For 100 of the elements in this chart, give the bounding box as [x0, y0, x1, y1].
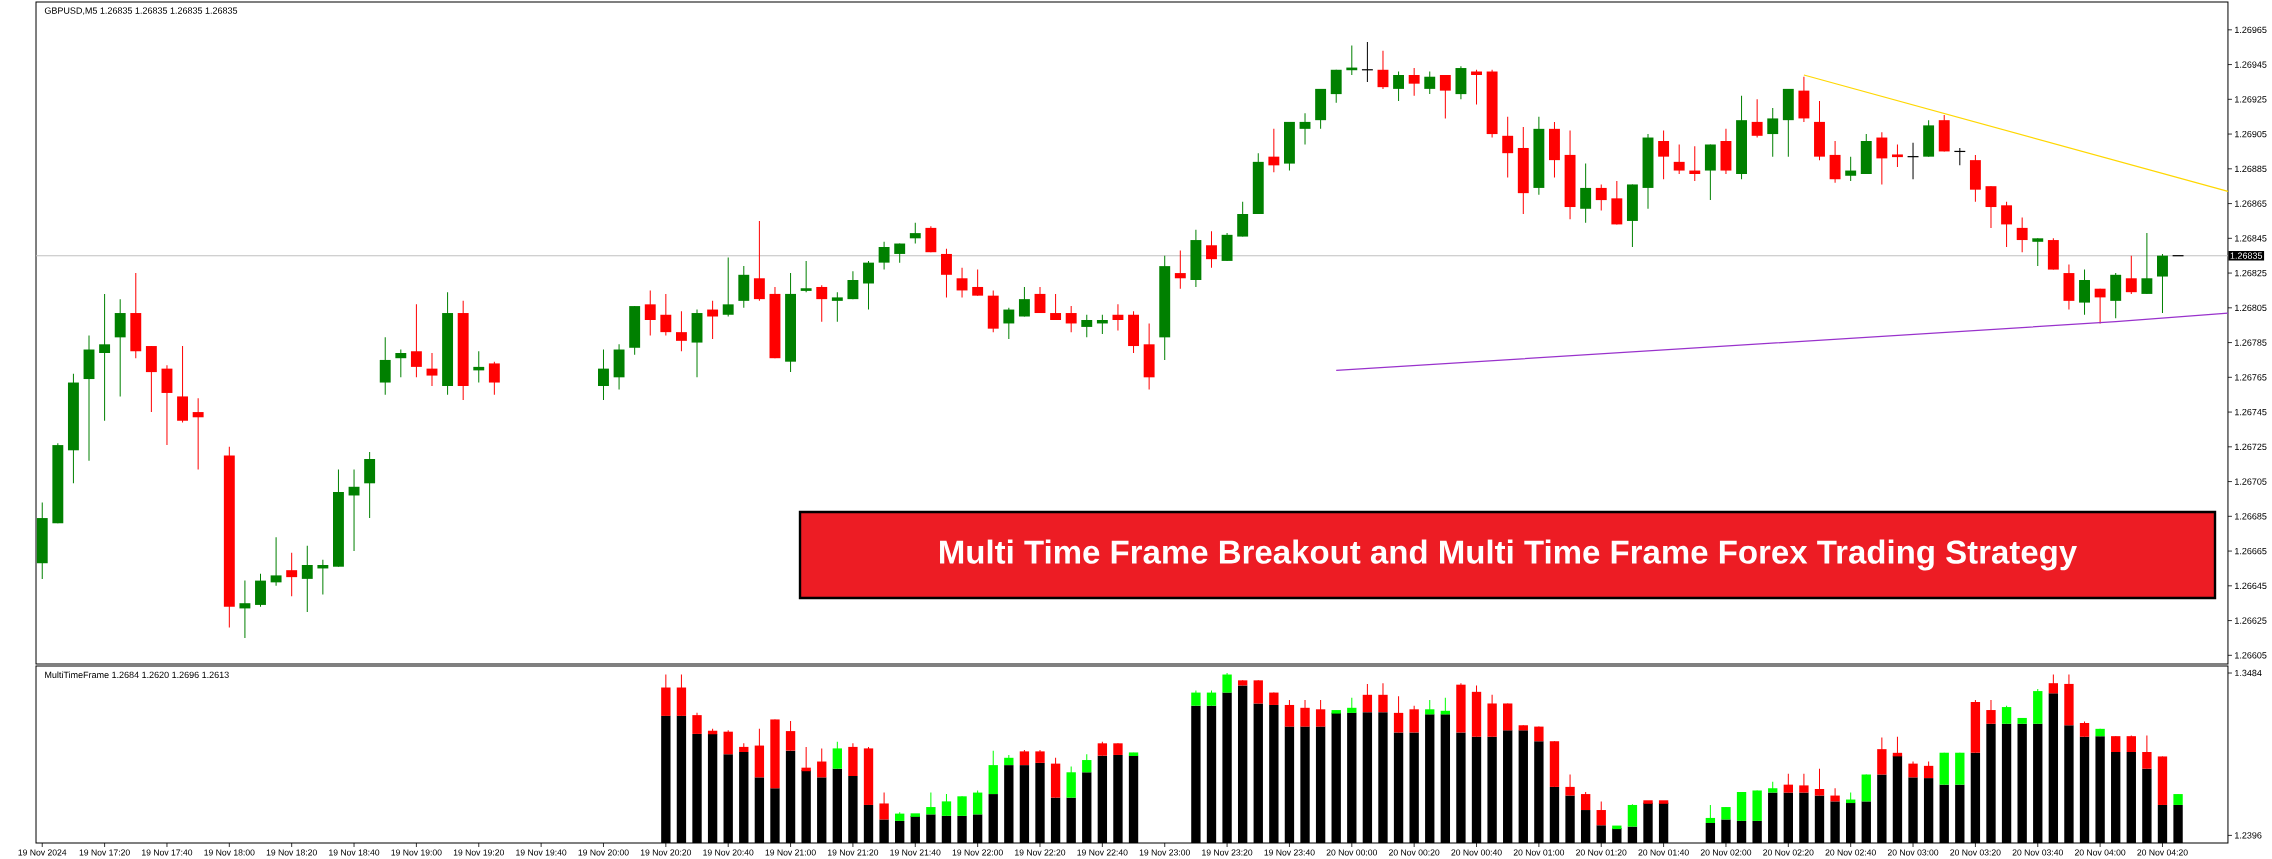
y-tick-label: 1.26605 — [2235, 652, 2267, 659]
x-tick-label: 20 Nov 00:20 — [1389, 849, 1440, 856]
candlestick — [1502, 116, 1514, 179]
x-tick-label: 20 Nov 00:00 — [1326, 849, 1378, 856]
candlestick — [1003, 307, 1015, 340]
candlestick — [878, 241, 890, 271]
candlestick — [972, 269, 984, 297]
candlestick — [817, 747, 827, 778]
candlestick — [270, 536, 282, 587]
candlestick — [1876, 131, 1888, 185]
candlestick — [2094, 288, 2106, 324]
candlestick — [1268, 128, 1280, 173]
x-tick-label: 19 Nov 23:20 — [1202, 849, 1253, 856]
candlestick — [2079, 269, 2090, 316]
candlestick — [1705, 804, 1716, 824]
candlestick — [286, 552, 298, 597]
y-tick-label: 1.26845 — [2235, 235, 2267, 242]
y-tick-label: 1.26745 — [2235, 408, 2267, 416]
text: Multi Time Frame Breakout and Multi Time Frame Forex Trading Strategy — [940, 539, 2077, 571]
y-tick-label: 1.26945 — [2235, 61, 2267, 68]
candlestick — [2016, 216, 2028, 253]
candlestick — [1300, 699, 1310, 728]
y-tick-label: 1.3484 — [2235, 669, 2262, 677]
x-tick-label: 20 Nov 04:20 — [2137, 849, 2188, 856]
candlestick — [1985, 185, 1997, 229]
candlestick — [2032, 237, 2044, 267]
x-tick-label: 20 Nov 03:00 — [1887, 849, 1939, 856]
y-tick-label: 1.2396 — [2235, 832, 2262, 839]
candlestick — [1439, 74, 1451, 119]
x-tick-label: 19 Nov 18:20 — [266, 849, 317, 856]
candlestick — [1596, 800, 1606, 826]
y-tick-label: 1.26905 — [2235, 130, 2267, 138]
candlestick — [1580, 163, 1592, 224]
x-tick-label: 20 Nov 01:20 — [1576, 849, 1627, 856]
candlestick — [192, 397, 204, 470]
candlestick — [831, 291, 843, 323]
candlestick — [707, 300, 719, 340]
y-tick-label: 1.26645 — [2235, 582, 2267, 590]
annotation: MultiTimeFrame 1.2684 1.2620 1.2696 1.2613 — [45, 671, 229, 679]
candlestick — [2157, 253, 2168, 314]
candlestick — [692, 712, 702, 735]
candlestick — [1362, 683, 1373, 713]
y-tick-label: 1.26625 — [2235, 617, 2267, 624]
ref-line-label: 1.26835 — [2230, 252, 2263, 259]
y-tick-label: 1.26865 — [2235, 200, 2267, 207]
x-tick-label: 19 Nov 23:40 — [1264, 849, 1315, 856]
candlestick — [847, 270, 859, 300]
candlestick — [800, 260, 812, 293]
candlestick — [956, 267, 968, 298]
x-tick-label: 19 Nov 17:20 — [79, 849, 130, 856]
candlestick — [816, 284, 828, 323]
candlestick — [1845, 156, 1857, 182]
candlestick — [1986, 699, 1996, 725]
candlestick — [2125, 255, 2137, 295]
x-tick-label: 20 Nov 02:20 — [1763, 849, 1814, 856]
x-tick-label: 19 Nov 21:40 — [890, 849, 941, 856]
candlestick — [99, 293, 111, 422]
x-tick-label: 19 Nov 18:00 — [204, 849, 255, 856]
candlestick — [488, 361, 500, 396]
candlestick — [1751, 98, 1763, 139]
candlestick — [644, 289, 656, 337]
x-tick-label: 20 Nov 02:00 — [1700, 849, 1752, 856]
y-tick-label: 1.26925 — [2235, 96, 2267, 103]
x-tick-label: 19 Nov 21:00 — [765, 849, 816, 856]
x-tick-label: 19 Nov 22:20 — [1015, 849, 1066, 856]
candlestick — [660, 293, 672, 337]
x-tick-label: 19 Nov 20:20 — [640, 849, 692, 856]
candlestick — [1237, 201, 1249, 238]
y-tick-label: 1.26725 — [2235, 443, 2267, 451]
y-tick-label: 1.26685 — [2235, 513, 2267, 520]
candlestick — [1206, 230, 1217, 269]
candlestick — [1409, 705, 1419, 733]
y-tick-label: 1.26825 — [2235, 269, 2267, 277]
x-tick-label: 20 Nov 01:00 — [1513, 849, 1565, 856]
candlestick — [879, 792, 889, 820]
x-tick-label: 20 Nov 03:20 — [1950, 849, 2001, 856]
y-tick-label: 1.26665 — [2235, 547, 2267, 555]
candlestick — [1408, 67, 1420, 97]
y-tick-label: 1.26785 — [2235, 339, 2267, 346]
y-tick-label: 1.26805 — [2235, 304, 2267, 312]
candlestick — [1393, 695, 1404, 733]
candlestick — [1891, 143, 1903, 168]
candlestick — [1065, 305, 1077, 333]
x-tick-label: 20 Nov 04:00 — [2074, 849, 2126, 856]
candlestick — [1393, 71, 1405, 102]
x-tick-label: 19 Nov 22:00 — [952, 849, 1003, 856]
x-tick-label: 19 Nov 20:00 — [578, 849, 629, 856]
y-tick-label: 1.26765 — [2235, 374, 2267, 381]
candlestick — [2001, 705, 2012, 725]
x-tick-label: 20 Nov 01:40 — [1638, 849, 1689, 856]
candlestick — [1284, 699, 1295, 728]
candlestick — [675, 310, 687, 352]
y-tick-label: 1.26965 — [2235, 26, 2267, 33]
x-tick-label: 19 Nov 20:40 — [703, 849, 754, 856]
x-tick-label: 19 Nov 19:20 — [453, 849, 504, 856]
candlestick — [1018, 286, 1030, 318]
candlestick — [1174, 249, 1186, 290]
candlestick — [395, 349, 407, 378]
y-tick-label: 1.26885 — [2235, 165, 2267, 173]
candlestick — [1299, 112, 1311, 145]
